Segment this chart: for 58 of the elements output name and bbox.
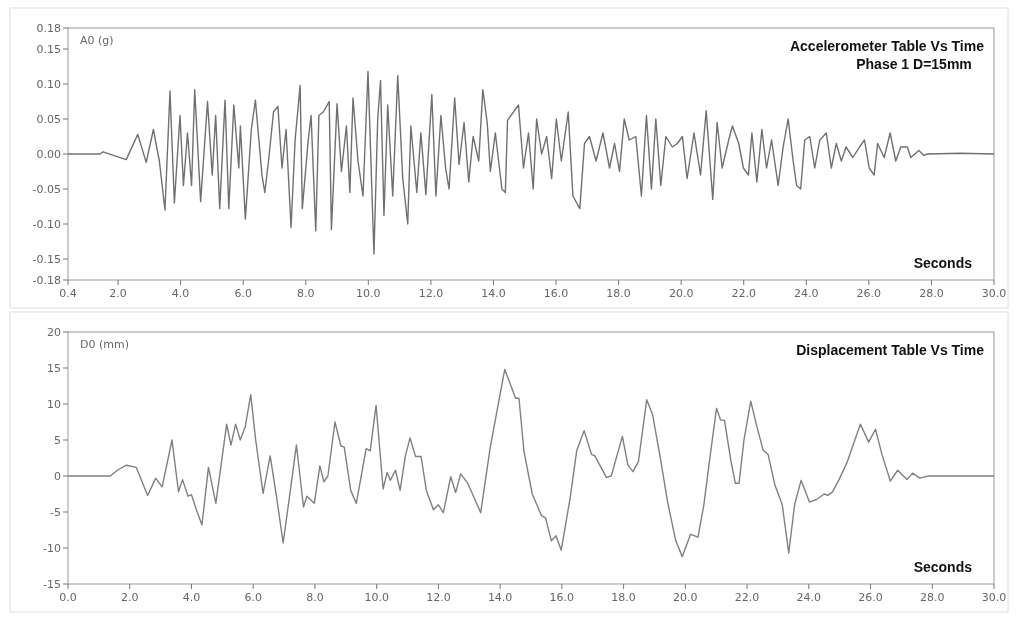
y-tick-label: -0.18 — [32, 273, 61, 287]
y-tick-label: 5 — [54, 433, 61, 447]
x-tick-label: 14.0 — [481, 287, 506, 300]
x-tick-label: 22.0 — [731, 287, 756, 300]
y-tick-label: 20 — [47, 325, 61, 339]
y-tick-label: 0.18 — [36, 21, 61, 35]
x-tick-label: 10.0 — [364, 591, 389, 604]
y-tick-label: 0.05 — [36, 112, 61, 126]
x-tick-label: 12.0 — [418, 287, 444, 300]
x-tick-label: 18.0 — [606, 287, 631, 300]
x-axis-title: Seconds — [913, 255, 973, 271]
y-tick-label: -0.10 — [32, 217, 61, 231]
x-tick-label: 28.0 — [920, 591, 945, 604]
x-tick-label: 6.0 — [244, 591, 262, 604]
x-tick-label: 24.0 — [794, 287, 819, 300]
y-tick-label: -5 — [50, 505, 61, 519]
y-tick-label: -0.05 — [32, 182, 61, 196]
y-axis-title: A0 (g) — [80, 34, 114, 47]
y-tick-label: 0 — [54, 469, 61, 483]
x-tick-label: 30.0 — [981, 287, 1007, 300]
y-axis-title: D0 (mm) — [80, 338, 129, 351]
y-tick-label: -15 — [43, 577, 61, 591]
y-tick-label: 15 — [47, 361, 61, 375]
x-tick-label: 30.0 — [981, 591, 1007, 604]
x-axis-title: Seconds — [913, 559, 973, 575]
line-series — [67, 368, 995, 558]
y-tick-label: -0.15 — [32, 252, 61, 266]
x-tick-label: 16.0 — [549, 591, 575, 604]
x-tick-label: 24.0 — [796, 591, 822, 604]
y-tick-label: 0.15 — [36, 42, 61, 56]
x-tick-label: 0.4 — [59, 287, 77, 300]
x-tick-label: 0.0 — [59, 591, 77, 604]
y-tick-label: -10 — [43, 541, 61, 555]
x-tick-label: 8.0 — [306, 591, 324, 604]
x-tick-label: 2.0 — [109, 287, 127, 300]
x-tick-label: 4.0 — [182, 591, 201, 604]
x-tick-label: 26.0 — [858, 591, 883, 604]
x-tick-label: 2.0 — [120, 591, 139, 604]
x-tick-label: 10.0 — [356, 287, 381, 300]
y-tick-label: 0.00 — [36, 147, 61, 161]
x-tick-label: 22.0 — [734, 591, 760, 604]
x-tick-label: 8.0 — [297, 287, 315, 300]
line-series — [67, 70, 995, 255]
x-tick-label: 6.0 — [234, 287, 252, 300]
x-tick-label: 20.0 — [673, 591, 698, 604]
text: Phase 1 D=15mm — [856, 56, 972, 72]
x-tick-label: 26.0 — [856, 287, 882, 300]
x-tick-label: 16.0 — [543, 287, 569, 300]
x-tick-label: 18.0 — [611, 591, 636, 604]
text: Accelerometer Table Vs Time — [789, 38, 985, 54]
text: Displacement Table Vs Time — [796, 342, 985, 358]
x-tick-label: 4.0 — [171, 287, 190, 300]
x-tick-label: 12.0 — [426, 591, 451, 604]
x-tick-label: 28.0 — [919, 287, 944, 300]
y-tick-label: 10 — [47, 397, 61, 411]
x-tick-label: 14.0 — [487, 591, 513, 604]
x-tick-label: 20.0 — [668, 287, 694, 300]
y-tick-label: 0.10 — [36, 77, 61, 91]
